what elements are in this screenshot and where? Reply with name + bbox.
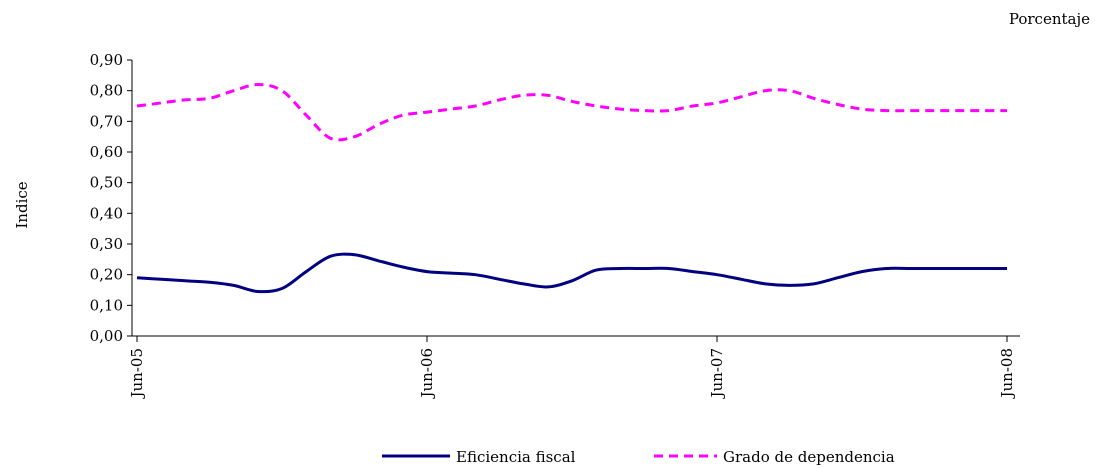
y-tick-label: 0,60	[90, 143, 123, 161]
x-tick-label: Jun-06	[418, 348, 436, 400]
legend-label: Eficiencia fiscal	[456, 448, 576, 466]
series-group	[136, 82, 1007, 294]
y-tick-label: 0,30	[90, 235, 123, 253]
y-tick-label: 0,90	[90, 51, 123, 69]
y-tick-label: 0,70	[90, 112, 123, 130]
y-tick-label: 0,40	[90, 204, 123, 222]
legend: Eficiencia fiscal Grado de dependencia	[382, 448, 895, 466]
x-tick-label: Jun-05	[128, 348, 146, 400]
y-tick-label: 0,80	[90, 82, 123, 100]
series-line-eficiencia-fiscal	[136, 252, 1007, 294]
legend-label: Grado de dependencia	[723, 448, 895, 466]
x-tick-label: Jun-08	[998, 348, 1016, 400]
x-ticks: Jun-05 Jun-06 Jun-07 Jun-08	[128, 336, 1016, 400]
series-line-grado-de-dependencia	[136, 82, 1007, 142]
y-tick-label: 0,50	[90, 174, 123, 192]
y-ticks: 0,00 0,10 0,20 0,30 0,40 0,50 0,60 0,70 0,80 0,90	[90, 51, 132, 345]
x-tick-label: Jun-07	[708, 348, 726, 400]
y-tick-label: 0,00	[90, 327, 123, 345]
y-axis-label: Indice	[13, 181, 31, 228]
y-tick-label: 0,20	[90, 266, 123, 284]
unit-note: Porcentaje	[1009, 10, 1090, 28]
y-tick-label: 0,10	[90, 296, 123, 314]
